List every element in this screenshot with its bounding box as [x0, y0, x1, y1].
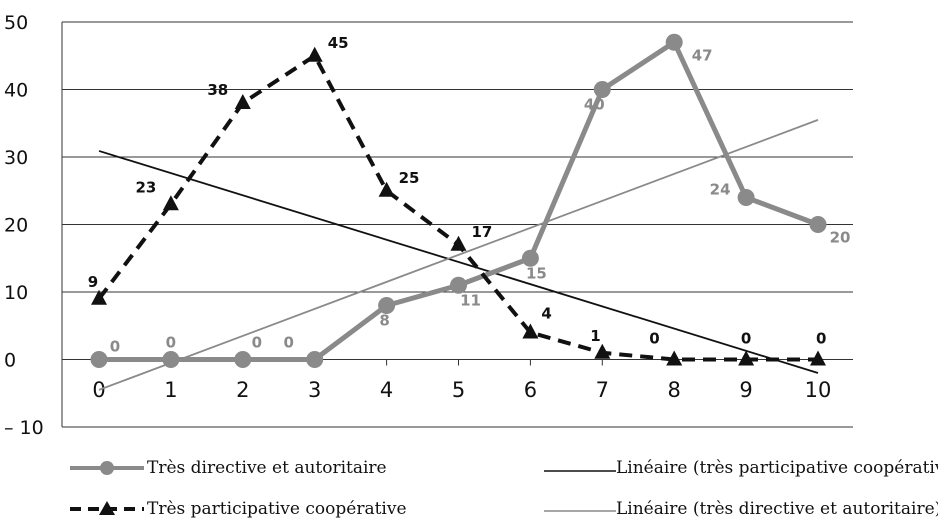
- x-tick-label: 8: [668, 378, 681, 402]
- data-label-participative: 23: [135, 178, 156, 196]
- data-point-participative: [594, 343, 611, 359]
- y-tick-label: 10: [4, 282, 28, 304]
- data-point-participative: [738, 350, 755, 366]
- y-tick-label: 30: [4, 147, 28, 169]
- data-point-participative: [306, 46, 323, 62]
- data-label-directive: 11: [460, 291, 481, 309]
- legend-label: Linéaire (très participative coopérative…: [616, 458, 938, 478]
- data-label-directive: 20: [830, 229, 851, 247]
- x-tick-label: 9: [739, 378, 752, 402]
- data-point-directive: [234, 351, 252, 368]
- data-label-participative: 45: [328, 34, 349, 52]
- data-point-directive: [665, 33, 683, 51]
- legend-label: Linéaire (très directive et autoritaire): [616, 499, 938, 519]
- x-tick-label: 1: [164, 378, 177, 402]
- x-tick-label: 0: [92, 378, 105, 402]
- data-point-directive: [809, 216, 827, 233]
- legend-series-directive: Très directive et autoritaire: [68, 457, 387, 481]
- legend-label: Très participative coopérative: [147, 499, 407, 519]
- legend-label: Très directive et autoritaire: [147, 458, 387, 478]
- data-label-directive: 15: [526, 264, 547, 282]
- x-tick-label: 4: [380, 378, 393, 402]
- y-tick-label: – 10: [4, 417, 44, 439]
- y-tick-label: 50: [4, 12, 28, 34]
- data-label-directive: 0: [166, 334, 176, 352]
- data-point-directive: [90, 351, 108, 368]
- data-label-participative: 0: [741, 330, 751, 348]
- data-point-directive: [162, 351, 180, 368]
- data-label-participative: 4: [541, 305, 551, 323]
- x-tick-label: 3: [308, 378, 321, 402]
- data-point-directive: [593, 81, 611, 98]
- data-label-directive: 0: [110, 338, 120, 356]
- trendline: [98, 150, 819, 374]
- x-tick-label: 6: [524, 378, 537, 402]
- data-point-directive: [737, 189, 755, 206]
- trendline: [98, 119, 819, 391]
- data-point-participative: [810, 350, 826, 366]
- data-point-directive: [521, 249, 539, 267]
- y-tick-label: 40: [4, 80, 28, 102]
- legend-trendline-icon: [544, 510, 616, 512]
- data-label-directive: 47: [692, 46, 713, 64]
- legend-dashed-triangle-icon: [70, 501, 144, 515]
- data-label-participative: 25: [399, 169, 420, 187]
- data-point-directive: [378, 297, 396, 314]
- data-label-participative: 0: [816, 330, 826, 348]
- data-point-participative: [234, 94, 251, 109]
- y-tick-label: 0: [4, 350, 16, 372]
- data-point-participative: [666, 350, 683, 366]
- data-label-directive: 24: [710, 181, 731, 199]
- data-point-directive: [306, 351, 324, 368]
- legend-trend-participative: Linéaire (très participative coopérative…: [540, 457, 938, 481]
- x-tick-label: 7: [596, 378, 609, 402]
- data-label-participative: 0: [649, 330, 659, 348]
- data-label-directive: 0: [252, 334, 262, 352]
- data-point-participative: [450, 235, 467, 251]
- data-point-participative: [91, 289, 107, 305]
- data-point-participative: [378, 181, 395, 197]
- data-label-participative: 9: [88, 273, 98, 291]
- y-tick-label: 20: [4, 215, 28, 237]
- legend-series-participative: Très participative coopérative: [68, 498, 407, 520]
- x-tick-label: 2: [236, 378, 249, 402]
- data-label-participative: 17: [472, 223, 493, 241]
- legend-trend-directive: Linéaire (très directive et autoritaire): [540, 498, 938, 520]
- data-label-participative: 38: [207, 81, 228, 99]
- x-tick-label: 5: [452, 378, 465, 402]
- data-point-directive: [450, 276, 467, 294]
- data-label-directive: 0: [283, 334, 293, 352]
- series-line-participative: [97, 53, 818, 362]
- data-label-directive: 8: [379, 312, 389, 330]
- data-label-directive: 40: [584, 96, 605, 114]
- legend-trendline-icon: [544, 470, 616, 472]
- legend-line-circle-icon: [70, 461, 144, 475]
- x-tick-label: 10: [805, 378, 832, 402]
- data-label-participative: 1: [590, 327, 600, 345]
- data-point-participative: [522, 323, 539, 339]
- data-point-participative: [162, 195, 179, 211]
